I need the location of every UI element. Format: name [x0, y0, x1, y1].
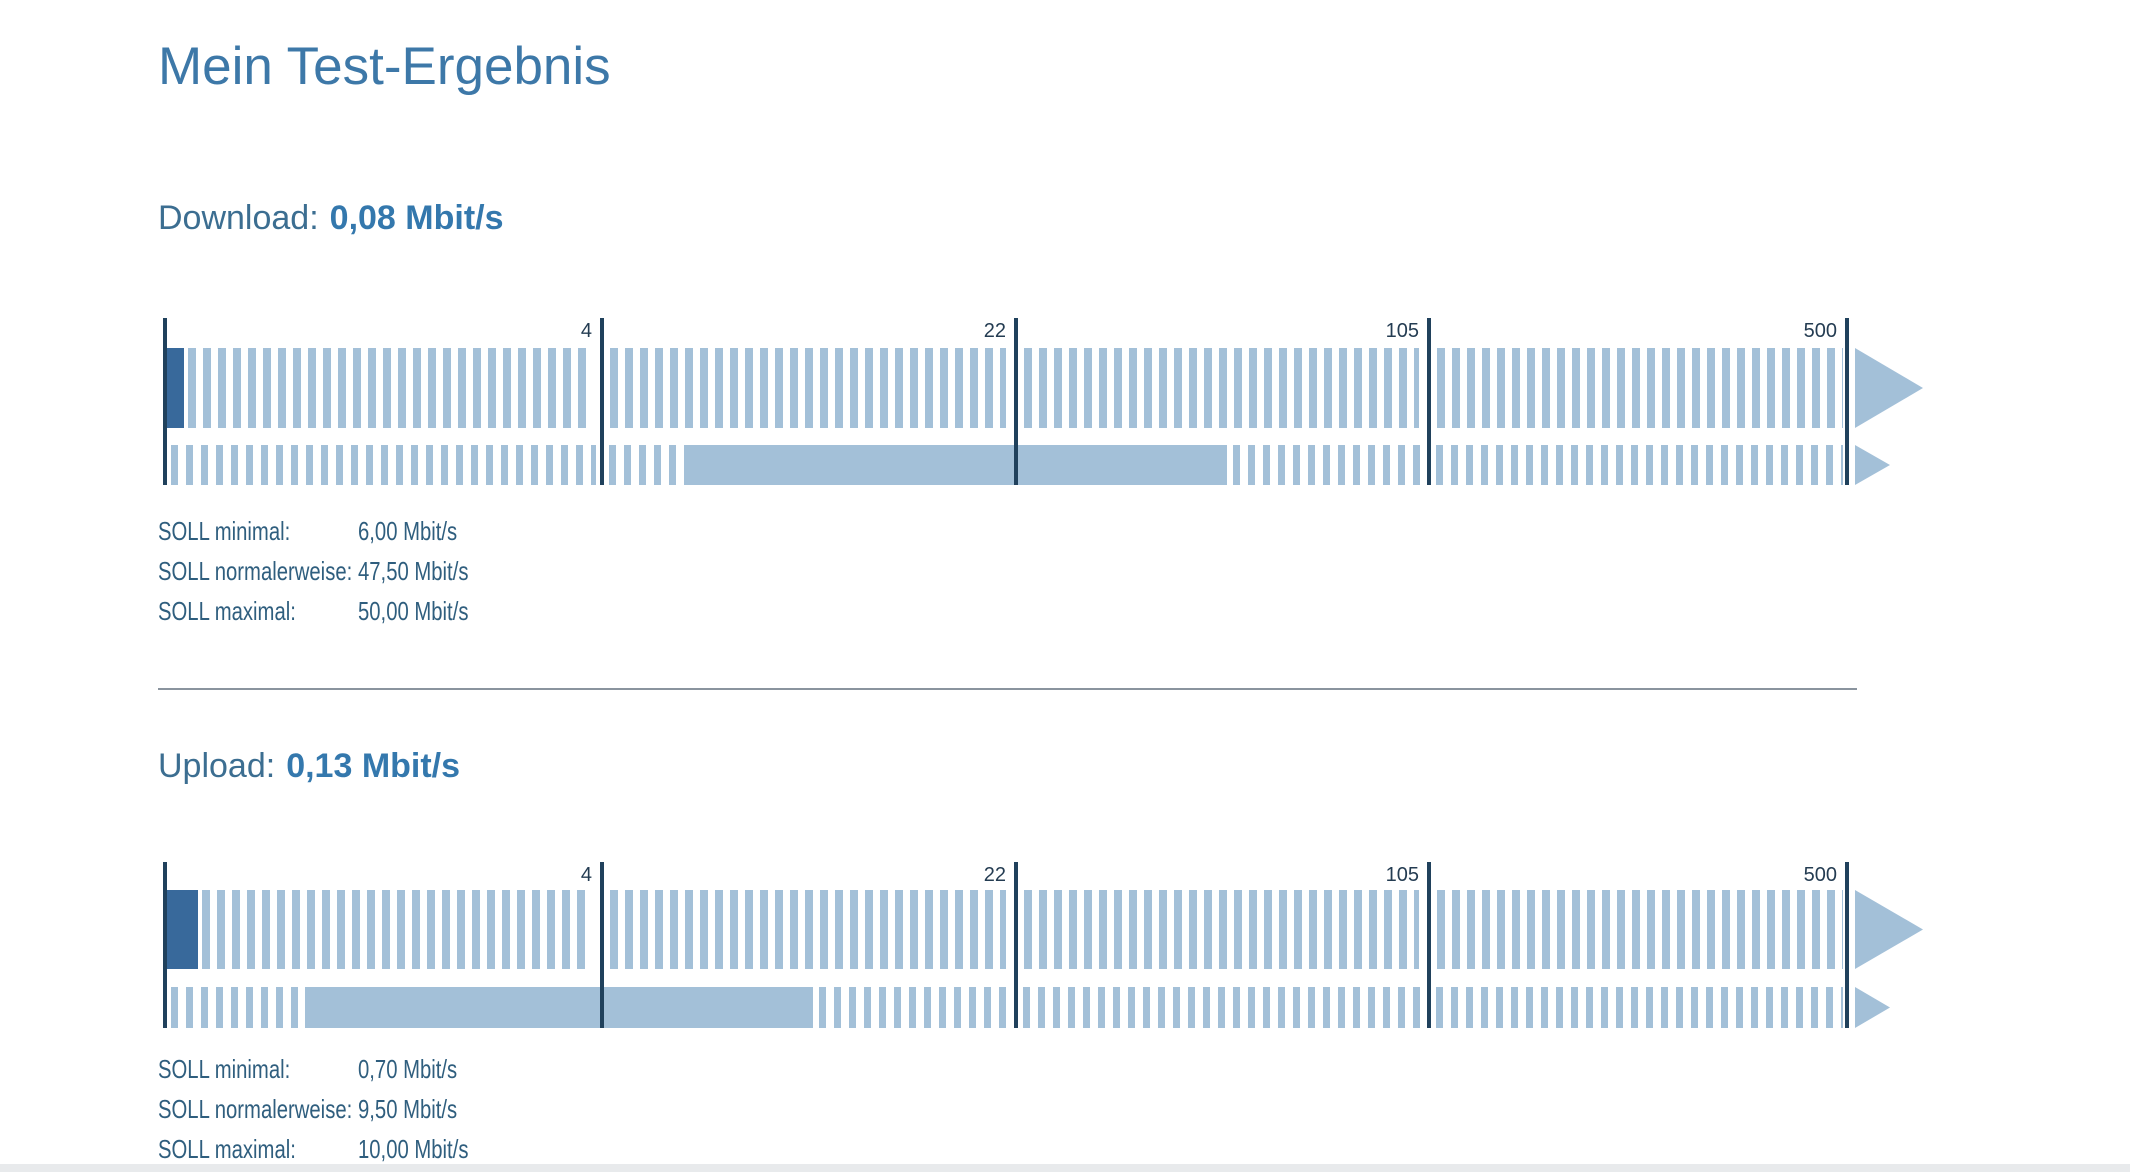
soll-normal-label: SOLL normalerweise:	[158, 556, 353, 586]
scale-tick-label: 105	[1385, 320, 1419, 342]
scale-tick-label: 22	[983, 320, 1006, 342]
scale-tick-line	[1427, 318, 1431, 485]
soll-maximal-value: 50,00 Mbit/s	[358, 596, 469, 626]
download-gauge: 4 22 105 500	[163, 318, 1930, 485]
scale-stripes-segment	[202, 890, 592, 969]
scale-tick-line	[163, 862, 167, 1028]
scale-tick-line	[1845, 318, 1849, 485]
soll-minimal-label: SOLL minimal:	[158, 1054, 291, 1084]
soll-minimal-label: SOLL minimal:	[158, 516, 291, 546]
download-soll-minimal-row: SOLL minimal: 6,00 Mbit/s	[158, 516, 858, 548]
scale-overflow-arrow-icon	[1855, 890, 1923, 969]
upload-soll-normal-row: SOLL normalerweise: 9,50 Mbit/s	[158, 1094, 858, 1126]
download-heading-label: Download:	[158, 199, 319, 237]
scale-stripes-segment	[1437, 348, 1843, 428]
download-heading-value: 0,08 Mbit/s	[329, 199, 504, 237]
section-divider	[158, 688, 1857, 690]
viewport-bottom-edge	[0, 1164, 2130, 1172]
download-soll-maximal-row: SOLL maximal: 50,00 Mbit/s	[158, 596, 858, 628]
soll-minimal-value: 6,00 Mbit/s	[358, 516, 458, 546]
scale-overflow-arrow-icon	[1855, 445, 1890, 485]
download-soll-normal-row: SOLL normalerweise: 47,50 Mbit/s	[158, 556, 858, 588]
soll-range-band	[690, 445, 1227, 485]
soll-range-band	[305, 987, 813, 1028]
scale-tick-line	[1845, 862, 1849, 1028]
upload-heading: Upload: 0,13 Mbit/s	[158, 746, 460, 787]
scale-stripes-segment	[1023, 987, 1423, 1028]
upload-gauge: 4 22 105 500	[163, 862, 1930, 1028]
scale-tick-label: 500	[1803, 320, 1837, 342]
scale-tick-line	[1014, 318, 1018, 485]
soll-maximal-label: SOLL maximal:	[158, 1134, 296, 1164]
scale-stripes-segment	[171, 445, 596, 485]
upload-heading-value: 0,13 Mbit/s	[286, 747, 461, 785]
scale-tick-line	[163, 318, 167, 485]
scale-stripes-segment	[188, 348, 592, 428]
scale-stripes-segment	[610, 890, 1006, 969]
scale-tick-line	[1427, 862, 1431, 1028]
upload-soll-minimal-row: SOLL minimal: 0,70 Mbit/s	[158, 1054, 858, 1086]
soll-maximal-label: SOLL maximal:	[158, 596, 296, 626]
scale-tick-label: 105	[1385, 864, 1419, 886]
soll-normal-label: SOLL normalerweise:	[158, 1094, 353, 1124]
scale-tick-line	[600, 862, 604, 1028]
scale-tick-label: 500	[1803, 864, 1837, 886]
scale-tick-line	[1014, 862, 1018, 1028]
scale-tick-line	[600, 318, 604, 485]
page-title: Mein Test-Ergebnis	[158, 37, 611, 96]
scale-stripes-segment	[1024, 890, 1419, 969]
soll-maximal-value: 10,00 Mbit/s	[358, 1134, 469, 1164]
upload-soll-maximal-row: SOLL maximal: 10,00 Mbit/s	[158, 1134, 858, 1166]
scale-overflow-arrow-icon	[1855, 348, 1923, 428]
scale-tick-label: 4	[580, 320, 592, 342]
scale-stripes-segment	[610, 348, 1006, 428]
scale-stripes-segment	[1436, 445, 1843, 485]
scale-tick-label: 22	[983, 864, 1006, 886]
measured-value-bar	[165, 890, 198, 969]
scale-stripes-segment	[1024, 348, 1419, 428]
upload-heading-label: Upload:	[158, 747, 276, 785]
scale-stripes-segment	[1436, 987, 1843, 1028]
scale-overflow-arrow-icon	[1855, 987, 1890, 1028]
soll-normal-value: 47,50 Mbit/s	[358, 556, 469, 586]
download-heading: Download: 0,08 Mbit/s	[158, 198, 504, 239]
measured-value-bar	[165, 348, 184, 428]
scale-tick-label: 4	[580, 864, 592, 886]
soll-normal-value: 9,50 Mbit/s	[358, 1094, 458, 1124]
soll-minimal-value: 0,70 Mbit/s	[358, 1054, 458, 1084]
scale-stripes-segment	[1437, 890, 1843, 969]
